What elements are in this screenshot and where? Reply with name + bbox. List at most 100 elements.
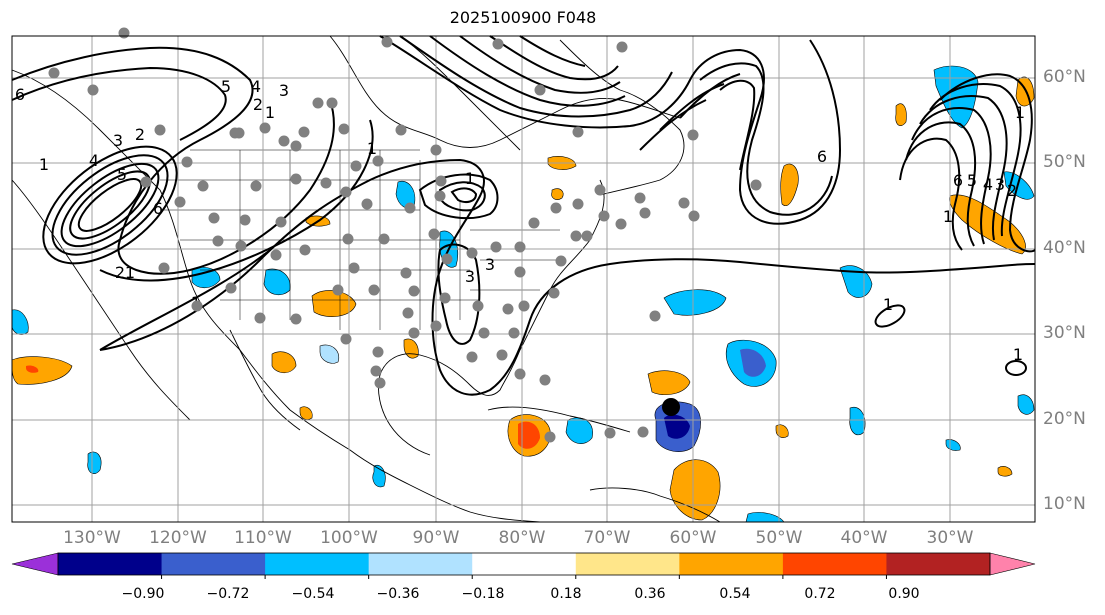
negative-anomaly-patch xyxy=(740,348,766,377)
station-marker xyxy=(158,262,170,274)
station-marker xyxy=(750,179,762,191)
station-marker xyxy=(594,184,606,196)
station-marker xyxy=(338,123,350,135)
station-marker xyxy=(118,27,130,39)
station-marker xyxy=(368,284,380,296)
station-marker xyxy=(649,310,661,322)
station-marker xyxy=(534,84,546,96)
station-marker xyxy=(181,156,193,168)
contour-label: 4 xyxy=(983,175,993,194)
negative-anomaly-patch xyxy=(1017,394,1035,415)
station-marker xyxy=(598,210,610,222)
station-marker xyxy=(340,333,352,345)
positive-anomaly-patch xyxy=(551,188,564,200)
station-marker xyxy=(570,230,582,242)
storm-center-marker xyxy=(662,398,680,416)
gridlines xyxy=(12,36,1035,522)
station-marker xyxy=(439,292,451,304)
station-marker xyxy=(616,41,628,53)
station-marker xyxy=(235,240,247,252)
station-marker xyxy=(508,327,520,339)
lat-label: 30°N xyxy=(1043,323,1086,343)
contour-label: 3 xyxy=(279,81,289,100)
colorbar xyxy=(11,552,1036,579)
station-marker xyxy=(361,198,373,210)
station-marker xyxy=(212,235,224,247)
contour-label: 5 xyxy=(967,171,977,190)
map-title: 2025100900 F048 xyxy=(449,8,597,27)
station-marker xyxy=(275,216,287,228)
station-marker xyxy=(514,368,526,380)
lat-label: 40°N xyxy=(1043,238,1086,258)
colorbar-tick-label: −0.72 xyxy=(206,586,250,602)
station-marker xyxy=(496,349,508,361)
negative-anomaly-patch xyxy=(664,414,690,439)
contour-label: 2 xyxy=(1007,181,1017,200)
station-marker xyxy=(687,129,699,141)
station-marker xyxy=(430,144,442,156)
station-marker xyxy=(528,217,540,229)
colorbar-tick-label: −0.36 xyxy=(376,586,420,602)
contour-label: 1 xyxy=(465,169,475,188)
station-marker xyxy=(233,127,245,139)
positive-anomaly-patch xyxy=(895,103,907,126)
contour-label: 1 xyxy=(39,155,49,174)
station-marker xyxy=(208,212,220,224)
colorbar-tick-label: 0.36 xyxy=(634,586,666,602)
station-marker xyxy=(639,207,651,219)
negative-anomaly-patch xyxy=(11,309,29,335)
station-marker xyxy=(408,285,420,297)
colorbar-bin xyxy=(472,553,577,575)
station-marker xyxy=(326,97,338,109)
station-marker xyxy=(225,282,237,294)
station-marker xyxy=(428,228,440,240)
station-marker xyxy=(332,284,344,296)
station-marker xyxy=(402,307,414,319)
station-marker xyxy=(298,126,310,138)
contour-label: 1 xyxy=(883,295,893,314)
station-marker xyxy=(478,327,490,339)
station-marker xyxy=(434,190,446,202)
station-marker xyxy=(140,176,152,188)
positive-anomaly-patch xyxy=(271,351,297,374)
colorbar-bin xyxy=(575,553,680,575)
negative-anomaly-patch xyxy=(87,451,102,474)
colorbar-bin xyxy=(161,553,266,575)
station-marker xyxy=(197,180,209,192)
station-marker xyxy=(239,214,251,226)
station-marker xyxy=(395,124,407,136)
station-marker xyxy=(290,313,302,325)
contour-label: 1 xyxy=(1015,103,1025,122)
station-marker xyxy=(290,140,302,152)
station-marker xyxy=(191,300,203,312)
station-marker xyxy=(348,262,360,274)
station-marker xyxy=(381,36,393,48)
contour-label: 2 xyxy=(135,125,145,144)
station-marker xyxy=(550,202,562,214)
map-frame xyxy=(11,35,1036,523)
lon-label: 50°W xyxy=(755,528,803,548)
contour-label: 6 xyxy=(817,147,827,166)
contour-label: 5 xyxy=(221,77,231,96)
station-marker xyxy=(514,266,526,278)
station-marker xyxy=(490,241,502,253)
colorbar-tick-label: −0.18 xyxy=(461,586,505,602)
colorbar-tick-label: −0.90 xyxy=(121,586,165,602)
contour-label: 5 xyxy=(117,165,127,184)
contour-label: 2 xyxy=(253,95,263,114)
colorbar-bin xyxy=(782,553,887,575)
lat-label: 50°N xyxy=(1043,152,1086,172)
station-marker xyxy=(278,135,290,147)
station-marker xyxy=(514,241,526,253)
positive-anomaly-patch xyxy=(11,356,73,385)
station-marker xyxy=(87,84,99,96)
station-marker xyxy=(581,230,593,242)
station-marker xyxy=(378,233,390,245)
station-marker xyxy=(492,38,504,50)
station-marker xyxy=(539,374,551,386)
lat-label: 60°N xyxy=(1043,67,1086,87)
coastlines xyxy=(11,35,721,523)
station-marker xyxy=(342,233,354,245)
colorbar-bin xyxy=(368,553,473,575)
